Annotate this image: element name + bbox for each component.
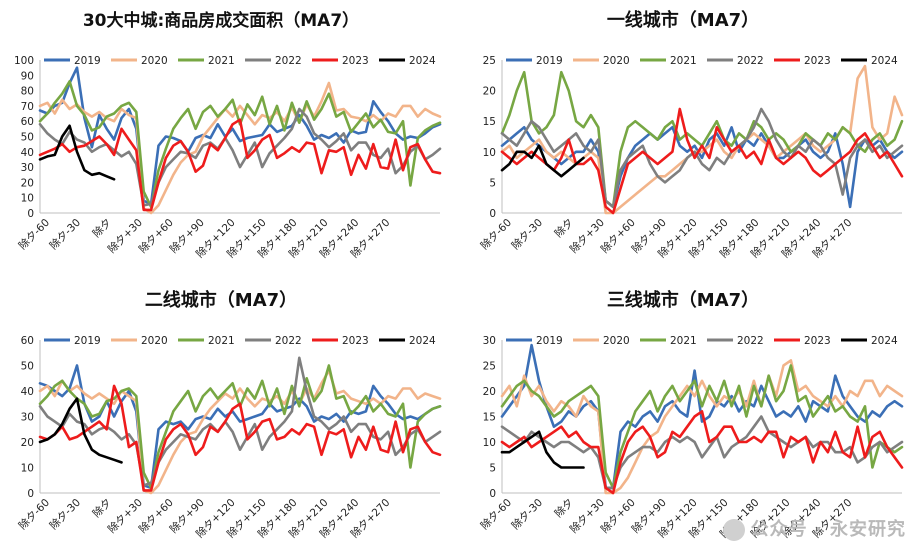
legend-label-2020: 2020 bbox=[141, 335, 168, 347]
series-line-2019 bbox=[38, 364, 442, 490]
y-tick-label: 30 bbox=[21, 412, 34, 424]
legend-label-2021: 2021 bbox=[208, 335, 235, 347]
legend-label-2024: 2024 bbox=[871, 55, 898, 67]
x-tick-label: 除夕 bbox=[90, 496, 114, 520]
y-tick-label: 60 bbox=[21, 116, 34, 128]
y-tick-label: 70 bbox=[21, 101, 34, 113]
chart-svg: 30大中城:商品房成交面积（MA7） 0 10 20 30 40 50 60 70 80 90 100… bbox=[14, 10, 442, 260]
chart-title: 三线城市（MA7） bbox=[607, 289, 759, 311]
series-line-2021 bbox=[38, 364, 442, 490]
y-tick-label: 25 bbox=[483, 55, 496, 67]
legend-label-2022: 2022 bbox=[275, 55, 302, 67]
series-line-2019 bbox=[500, 343, 904, 490]
legend-label-2023: 2023 bbox=[804, 55, 831, 67]
series-line-2023 bbox=[500, 107, 904, 215]
y-tick-label: 5 bbox=[489, 463, 496, 475]
chart-panel-tier1: 一线城市（MA7） 0 5 10 15 20 25 除夕-60 除夕-30 除夕 除夕+30 除夕+6… bbox=[462, 0, 924, 278]
series-line-2024 bbox=[500, 144, 585, 178]
series-line-2023 bbox=[38, 118, 442, 212]
y-tick-label: 0 bbox=[27, 208, 34, 220]
y-tick-label: 20 bbox=[483, 86, 496, 98]
y-tick-label: 40 bbox=[21, 147, 34, 159]
y-tick-label: 30 bbox=[21, 162, 34, 174]
legend-label-2022: 2022 bbox=[737, 335, 764, 347]
chart-panel-30-city: 30大中城:商品房成交面积（MA7） 0 10 20 30 40 50 60 70 80 90 100… bbox=[0, 0, 462, 278]
x-tick-label: 除夕-30 bbox=[47, 216, 83, 252]
y-tick-label: 60 bbox=[21, 335, 34, 347]
series-line-2019 bbox=[38, 66, 442, 206]
legend-label-2023: 2023 bbox=[804, 335, 831, 347]
series-line-2021 bbox=[38, 80, 442, 209]
y-tick-label: 0 bbox=[489, 208, 496, 220]
series-line-2020 bbox=[38, 369, 442, 495]
chart-title: 一线城市（MA7） bbox=[607, 9, 759, 31]
legend-label-2023: 2023 bbox=[342, 335, 369, 347]
y-tick-label: 0 bbox=[27, 488, 34, 500]
chart-panel-tier3: 三线城市（MA7） 0 5 10 15 20 25 30 除夕-60 除夕-30 除夕 除夕+30 除夕… bbox=[462, 280, 924, 558]
legend-label-2019: 2019 bbox=[74, 335, 101, 347]
y-tick-label: 15 bbox=[483, 116, 496, 128]
legend-label-2021: 2021 bbox=[208, 55, 235, 67]
x-tick-label: 除夕 bbox=[90, 216, 114, 240]
watermark-text: 公众号 · 永安研究 bbox=[750, 519, 906, 540]
legend-label-2019: 2019 bbox=[536, 55, 563, 67]
y-tick-label: 0 bbox=[489, 488, 496, 500]
y-tick-label: 30 bbox=[483, 335, 496, 347]
legend-label-2019: 2019 bbox=[74, 55, 101, 67]
legend-label-2024: 2024 bbox=[409, 335, 436, 347]
y-tick-label: 15 bbox=[483, 412, 496, 424]
x-tick-label: 除夕 bbox=[552, 216, 576, 240]
y-tick-label: 10 bbox=[21, 463, 34, 475]
legend-label-2022: 2022 bbox=[275, 335, 302, 347]
watermark: 公众号 · 永安研究 bbox=[722, 515, 906, 541]
chart-panel-tier2: 二线城市（MA7） 0 10 20 30 40 50 60 除夕-60 除夕-30 除夕 除夕+30 除… bbox=[0, 280, 462, 558]
x-tick-label: 除夕-60 bbox=[16, 216, 52, 252]
x-tick-label: 除夕-60 bbox=[478, 216, 514, 252]
y-tick-label: 50 bbox=[21, 132, 34, 144]
legend-label-2021: 2021 bbox=[670, 55, 697, 67]
y-tick-label: 20 bbox=[21, 177, 34, 189]
x-tick-label: 除夕-30 bbox=[47, 496, 83, 532]
legend-label-2023: 2023 bbox=[342, 55, 369, 67]
x-tick-label: 除夕-60 bbox=[478, 496, 514, 532]
x-tick-label: 除夕 bbox=[552, 496, 576, 520]
series-line-2020 bbox=[500, 359, 904, 495]
legend-label-2024: 2024 bbox=[871, 335, 898, 347]
x-tick-label: 除夕-30 bbox=[509, 496, 545, 532]
wechat-icon bbox=[722, 519, 745, 541]
chart-title: 30大中城:商品房成交面积（MA7） bbox=[83, 10, 359, 31]
y-tick-label: 10 bbox=[483, 437, 496, 449]
series-line-2024 bbox=[38, 124, 116, 181]
y-tick-label: 20 bbox=[483, 386, 496, 398]
y-tick-label: 20 bbox=[21, 437, 34, 449]
y-tick-label: 40 bbox=[21, 386, 34, 398]
series-line-2024 bbox=[500, 430, 585, 469]
y-tick-label: 10 bbox=[21, 193, 34, 205]
x-tick-label: 除夕-30 bbox=[509, 216, 545, 252]
series-line-2023 bbox=[38, 384, 442, 492]
y-tick-label: 50 bbox=[21, 361, 34, 373]
series-line-2022 bbox=[500, 415, 904, 490]
y-tick-label: 5 bbox=[489, 177, 496, 189]
legend-label-2020: 2020 bbox=[603, 55, 630, 67]
y-tick-label: 10 bbox=[483, 147, 496, 159]
series-line-2023 bbox=[500, 410, 904, 495]
y-tick-label: 80 bbox=[21, 86, 34, 98]
series-line-2024 bbox=[38, 397, 123, 464]
series-line-2021 bbox=[500, 364, 904, 490]
legend-label-2021: 2021 bbox=[670, 335, 697, 347]
y-tick-label: 25 bbox=[483, 361, 496, 373]
chart-title: 二线城市（MA7） bbox=[145, 289, 297, 311]
y-tick-label: 90 bbox=[21, 70, 34, 82]
legend-label-2020: 2020 bbox=[603, 335, 630, 347]
legend-label-2022: 2022 bbox=[737, 55, 764, 67]
legend-label-2019: 2019 bbox=[536, 335, 563, 347]
y-tick-label: 100 bbox=[14, 55, 34, 67]
x-tick-label: 除夕-60 bbox=[16, 496, 52, 532]
legend-label-2024: 2024 bbox=[409, 55, 436, 67]
legend-label-2020: 2020 bbox=[141, 55, 168, 67]
